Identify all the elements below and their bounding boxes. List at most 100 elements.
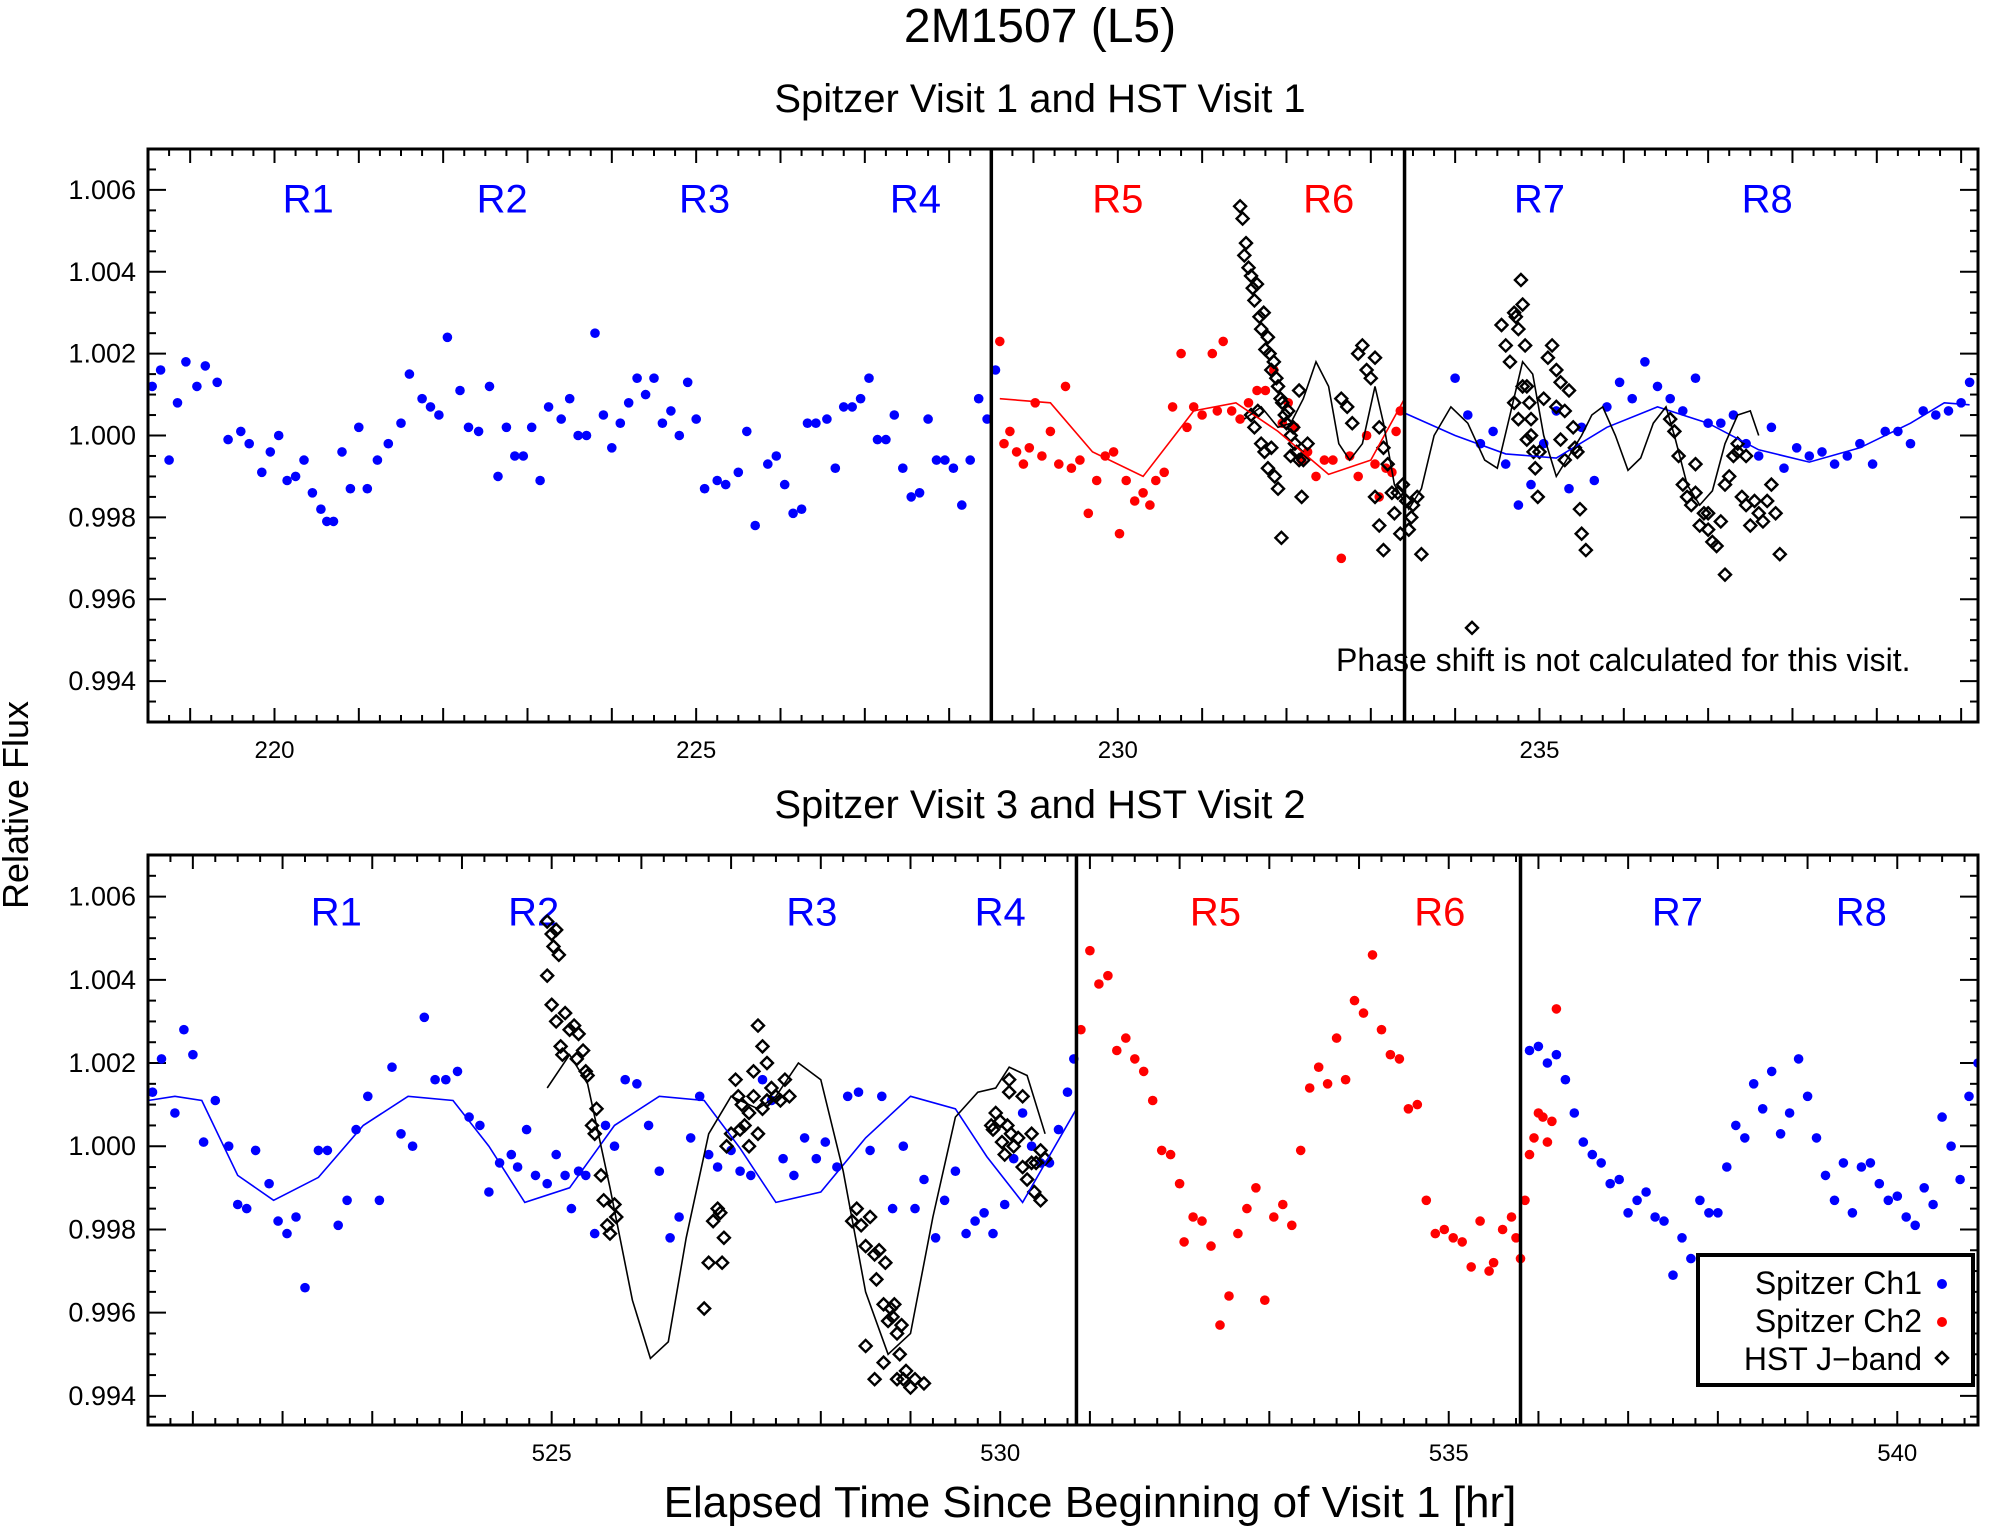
point-spitzer-ch1 <box>155 365 166 375</box>
point-spitzer-ch2 <box>1374 492 1384 502</box>
region-label-r5: R5 <box>1092 177 1143 221</box>
point-hst-j-band <box>1010 1130 1026 1146</box>
point-spitzer-ch1 <box>493 471 503 482</box>
point-spitzer-ch1 <box>313 1145 324 1156</box>
y-tick-label: 0.998 <box>68 1214 136 1244</box>
y-tick-label: 0.996 <box>68 584 136 614</box>
point-spitzer-ch1 <box>940 455 950 465</box>
y-tick-label: 1.006 <box>68 882 136 912</box>
point-spitzer-ch1 <box>442 332 453 343</box>
point-spitzer-ch1 <box>236 426 246 437</box>
point-spitzer-ch1 <box>847 402 857 412</box>
point-spitzer-ch1 <box>778 1153 788 1164</box>
y-tick-label: 0.996 <box>68 1298 136 1328</box>
point-hst-j-band <box>741 1105 757 1121</box>
point-spitzer-ch1 <box>1062 1087 1073 1097</box>
point-hst-j-band <box>1019 1171 1035 1188</box>
point-spitzer-ch1 <box>188 1049 198 1060</box>
point-hst-j-band <box>1293 489 1310 505</box>
point-spitzer-ch1 <box>521 1124 532 1135</box>
point-hst-j-band <box>745 1063 762 1080</box>
point-spitzer-ch1 <box>387 1062 397 1072</box>
point-spitzer-ch2 <box>1344 451 1355 461</box>
point-spitzer-ch1 <box>1678 406 1688 416</box>
point-hst-j-band <box>1548 399 1565 415</box>
point-spitzer-ch1 <box>1668 1270 1678 1280</box>
point-spitzer-ch1 <box>148 381 157 392</box>
point-spitzer-ch1 <box>551 1149 561 1160</box>
point-spitzer-ch1 <box>674 430 685 441</box>
legend-box <box>1696 1253 1975 1387</box>
y-tick-label: 1.000 <box>68 421 136 451</box>
region-label-r8: R8 <box>1836 891 1887 935</box>
point-spitzer-ch2 <box>1005 426 1015 437</box>
point-spitzer-ch2 <box>1260 385 1271 396</box>
point-spitzer-ch1 <box>1596 1158 1606 1168</box>
point-spitzer-ch2 <box>1130 1054 1140 1064</box>
point-spitzer-ch1 <box>750 520 760 531</box>
point-spitzer-ch1 <box>1605 1178 1615 1189</box>
x-axis-label: Elapsed Time Since Beginning of Visit 1 … <box>664 1478 1517 1527</box>
point-spitzer-ch2 <box>1060 381 1071 392</box>
point-spitzer-ch2 <box>1319 455 1330 465</box>
x-tick-label: 225 <box>676 737 716 764</box>
point-spitzer-ch1 <box>811 1153 822 1164</box>
series-ch1-model <box>148 1095 1078 1204</box>
point-spitzer-ch1 <box>1847 1208 1858 1218</box>
point-hst-j-band <box>1266 354 1282 370</box>
point-hst-j-band <box>727 1071 744 1088</box>
point-spitzer-ch1 <box>906 492 916 502</box>
point-spitzer-ch1 <box>1740 1133 1750 1143</box>
point-spitzer-ch1 <box>931 455 942 465</box>
point-spitzer-ch1 <box>712 1162 723 1172</box>
point-hst-j-band <box>1513 272 1529 288</box>
y-axis-label: Relative Flux <box>0 701 36 909</box>
point-spitzer-ch1 <box>535 475 545 486</box>
point-hst-j-band <box>1251 309 1268 325</box>
point-spitzer-ch1 <box>1632 1195 1642 1206</box>
point-hst-j-band <box>1014 1088 1031 1105</box>
point-spitzer-ch1 <box>434 410 444 420</box>
point-spitzer-ch1 <box>842 1091 853 1102</box>
point-spitzer-ch1 <box>192 381 202 392</box>
point-hst-j-band <box>1729 444 1746 460</box>
point-spitzer-ch1 <box>982 414 992 424</box>
point-hst-j-band <box>1278 415 1295 431</box>
point-spitzer-ch1 <box>328 516 339 527</box>
point-spitzer-ch1 <box>979 1208 989 1218</box>
point-hst-j-band <box>1246 292 1263 309</box>
point-hst-j-band <box>996 1146 1013 1163</box>
point-spitzer-ch1 <box>1791 443 1802 453</box>
point-spitzer-ch2 <box>1520 1195 1530 1206</box>
point-spitzer-ch2 <box>1174 1178 1185 1189</box>
point-spitzer-ch1 <box>223 1141 234 1151</box>
point-spitzer-ch1 <box>512 1162 523 1172</box>
point-hst-j-band <box>750 1126 766 1142</box>
point-spitzer-ch2 <box>1385 1049 1396 1060</box>
point-hst-j-band <box>548 1013 564 1030</box>
point-spitzer-ch2 <box>1165 1149 1176 1160</box>
point-spitzer-ch1 <box>1731 1120 1741 1131</box>
point-spitzer-ch2 <box>1439 1224 1450 1235</box>
point-spitzer-ch1 <box>1766 422 1777 433</box>
point-spitzer-ch1 <box>273 1216 283 1226</box>
point-spitzer-ch1 <box>1874 1178 1885 1189</box>
point-hst-j-band <box>1713 513 1729 530</box>
point-spitzer-ch2 <box>1207 348 1218 359</box>
point-spitzer-ch1 <box>1817 447 1827 457</box>
plot-area <box>148 198 1975 636</box>
point-spitzer-ch2 <box>1287 1220 1297 1231</box>
point-spitzer-ch1 <box>244 438 254 449</box>
point-hst-j-band <box>1525 444 1542 460</box>
point-hst-j-band <box>916 1375 932 1392</box>
point-spitzer-ch1 <box>838 402 849 412</box>
point-hst-j-band <box>1502 354 1518 370</box>
point-hst-j-band <box>554 1047 571 1063</box>
point-spitzer-ch1 <box>1748 1079 1759 1089</box>
point-hst-j-band <box>1514 296 1531 313</box>
point-spitzer-ch1 <box>156 1054 167 1064</box>
point-hst-j-band <box>1270 481 1286 497</box>
point-spitzer-ch2 <box>1151 475 1161 486</box>
point-spitzer-ch1 <box>1910 1220 1920 1231</box>
point-spitzer-ch1 <box>1883 1195 1894 1206</box>
